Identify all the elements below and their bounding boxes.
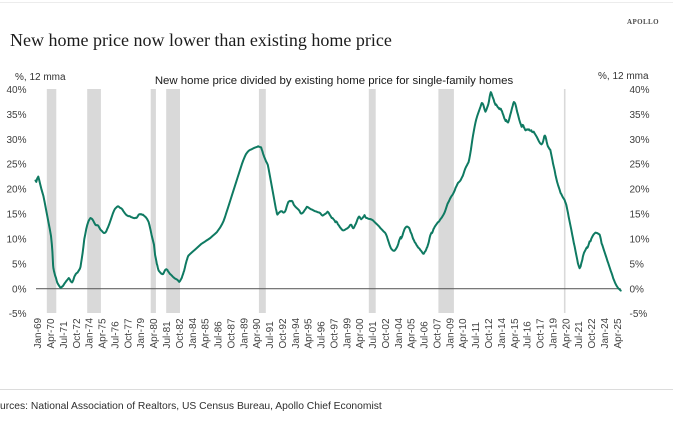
svg-text:35%: 35% (630, 110, 650, 121)
svg-text:25%: 25% (6, 160, 26, 171)
svg-text:20%: 20% (630, 185, 650, 196)
svg-text:Apr-25: Apr-25 (613, 318, 624, 348)
svg-text:Jul-16: Jul-16 (523, 321, 534, 349)
svg-text:0%: 0% (630, 284, 645, 295)
svg-text:15%: 15% (630, 210, 650, 221)
svg-text:Oct-72: Oct-72 (72, 318, 83, 348)
svg-text:Jul-96: Jul-96 (317, 321, 328, 349)
svg-text:Jan-09: Jan-09 (445, 317, 456, 348)
svg-text:Jul-11: Jul-11 (471, 322, 482, 349)
svg-text:Apr-20: Apr-20 (561, 318, 572, 348)
svg-text:Oct-12: Oct-12 (484, 318, 495, 348)
svg-text:Jan-84: Jan-84 (188, 317, 199, 348)
svg-text:30%: 30% (6, 135, 26, 146)
svg-text:%, 12 mma: %, 12 mma (598, 71, 649, 82)
svg-text:-5%: -5% (9, 309, 27, 320)
svg-text:10%: 10% (630, 235, 650, 246)
svg-text:Oct-07: Oct-07 (433, 318, 444, 348)
svg-text:Jan-99: Jan-99 (342, 317, 353, 348)
svg-text:25%: 25% (630, 160, 650, 171)
svg-text:Apr-70: Apr-70 (46, 318, 57, 348)
svg-text:40%: 40% (630, 85, 650, 96)
svg-text:Jan-14: Jan-14 (497, 317, 508, 348)
svg-text:Oct-92: Oct-92 (278, 318, 289, 348)
svg-text:Jan-04: Jan-04 (394, 317, 405, 348)
svg-text:Jan-69: Jan-69 (33, 317, 44, 348)
svg-text:Jan-94: Jan-94 (291, 317, 302, 348)
svg-text:Apr-95: Apr-95 (304, 318, 315, 348)
svg-text:Jul-76: Jul-76 (111, 321, 122, 349)
svg-text:20%: 20% (6, 185, 26, 196)
svg-text:Apr-10: Apr-10 (458, 318, 469, 348)
svg-text:Apr-75: Apr-75 (98, 318, 109, 348)
svg-text:5%: 5% (12, 259, 27, 270)
svg-text:Jan-24: Jan-24 (600, 317, 611, 348)
svg-text:0%: 0% (12, 284, 27, 295)
svg-text:Jul-91: Jul-91 (265, 321, 276, 349)
svg-text:Apr-05: Apr-05 (407, 318, 418, 348)
svg-text:Apr-90: Apr-90 (252, 318, 263, 348)
svg-text:Apr-85: Apr-85 (201, 318, 212, 348)
svg-text:%, 12 mma: %, 12 mma (15, 72, 66, 83)
svg-text:Oct-77: Oct-77 (123, 318, 134, 348)
svg-text:Apr-80: Apr-80 (149, 318, 160, 348)
svg-text:Oct-87: Oct-87 (226, 318, 237, 348)
svg-text:5%: 5% (630, 259, 645, 270)
svg-text:Jan-89: Jan-89 (239, 317, 250, 348)
svg-text:Jul-81: Jul-81 (162, 321, 173, 349)
svg-text:Jul-86: Jul-86 (214, 321, 225, 349)
svg-text:30%: 30% (630, 135, 650, 146)
svg-text:Apr-15: Apr-15 (510, 318, 521, 348)
svg-text:Jul-01: Jul-01 (368, 321, 379, 349)
svg-text:-5%: -5% (630, 309, 648, 320)
svg-text:Jul-21: Jul-21 (574, 321, 585, 349)
svg-text:Oct-82: Oct-82 (175, 318, 186, 348)
svg-text:40%: 40% (6, 85, 26, 96)
svg-text:10%: 10% (6, 235, 26, 246)
svg-text:35%: 35% (6, 110, 26, 121)
svg-text:Apr-00: Apr-00 (355, 318, 366, 348)
svg-text:Jul-06: Jul-06 (420, 321, 431, 349)
svg-text:Oct-97: Oct-97 (329, 318, 340, 348)
svg-text:Jan-79: Jan-79 (136, 317, 147, 348)
svg-text:Jan-19: Jan-19 (548, 317, 559, 348)
svg-text:Oct-22: Oct-22 (587, 318, 598, 348)
svg-text:New home price divided by exis: New home price divided by existing home … (155, 75, 514, 87)
svg-text:Jul-71: Jul-71 (59, 321, 70, 349)
svg-text:15%: 15% (6, 210, 26, 221)
svg-text:Oct-17: Oct-17 (536, 318, 547, 348)
svg-text:Oct-02: Oct-02 (381, 318, 392, 348)
svg-text:Jan-74: Jan-74 (85, 317, 96, 348)
